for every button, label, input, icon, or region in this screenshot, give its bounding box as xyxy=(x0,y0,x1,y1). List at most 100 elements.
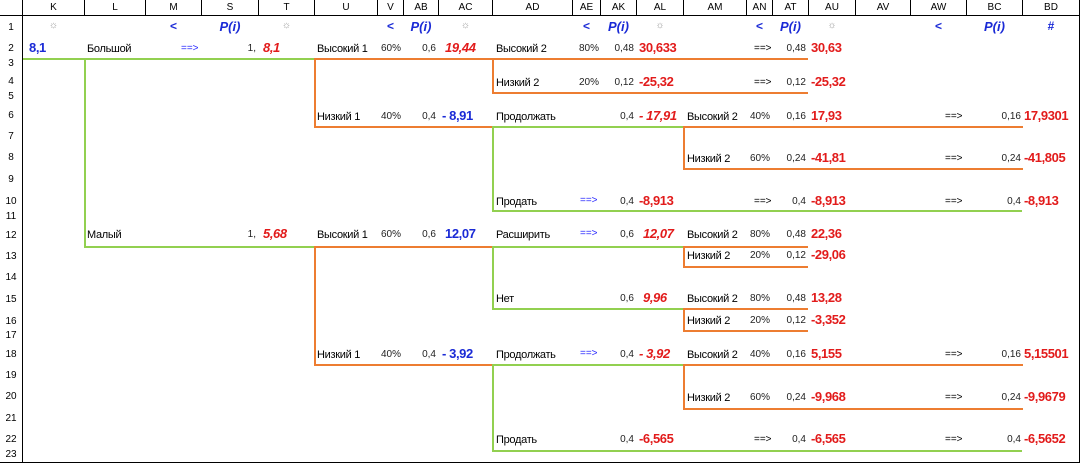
big-continue-value[interactable]: - 17,91 xyxy=(639,108,677,123)
small-low1-pct[interactable]: 40% xyxy=(381,349,402,360)
column-header-ae[interactable]: AE xyxy=(579,2,594,13)
column-header-ac[interactable]: AC xyxy=(458,2,473,13)
row-header-3[interactable]: 3 xyxy=(8,58,14,69)
small-continue-high2-arrow[interactable]: ==> xyxy=(945,349,963,360)
big-sell-arrow3[interactable]: ==> xyxy=(945,196,963,207)
row-header-13[interactable]: 13 xyxy=(5,251,17,262)
small-sell-arrow2[interactable]: ==> xyxy=(754,434,772,445)
small-continue-low2-prob[interactable]: 0,24 xyxy=(786,392,806,403)
small-expand-low2-pct[interactable]: 20% xyxy=(750,250,771,261)
big-continue-high2-label[interactable]: Высокий 2 xyxy=(687,111,738,123)
big-high1-high2-prob2[interactable]: 0,48 xyxy=(786,43,806,54)
big-continue-high2-pct[interactable]: 40% xyxy=(750,111,771,122)
row-header-16[interactable]: 16 xyxy=(5,316,17,327)
big-high1-low2-value[interactable]: -25,32 xyxy=(639,74,674,89)
small-sell-end[interactable]: -6,5652 xyxy=(1024,431,1066,446)
small-no-label[interactable]: Нет xyxy=(496,293,514,305)
column-header-v[interactable]: V xyxy=(387,2,394,13)
row-header-19[interactable]: 19 xyxy=(5,370,17,381)
small-no-low2-value[interactable]: -3,352 xyxy=(811,312,846,327)
column-header-ad[interactable]: AD xyxy=(525,2,540,13)
small-high1-prob[interactable]: 0,6 xyxy=(422,229,436,240)
column-header-ak[interactable]: AK xyxy=(611,2,626,13)
small-continue-value[interactable]: - 3,92 xyxy=(639,346,670,361)
big-continue-high2-value[interactable]: 17,93 xyxy=(811,108,842,123)
big-high1-pct[interactable]: 60% xyxy=(381,43,402,54)
big-high1-prob[interactable]: 0,6 xyxy=(422,43,436,54)
small-no-high2-label[interactable]: Высокий 2 xyxy=(687,293,738,305)
column-header-l[interactable]: L xyxy=(112,2,118,13)
small-value[interactable]: 5,68 xyxy=(263,226,287,241)
small-expand-arrow[interactable]: ==> xyxy=(580,228,598,239)
big-continue-prob[interactable]: 0,4 xyxy=(620,111,634,122)
big-high1-low2-prob2[interactable]: 0,12 xyxy=(786,77,806,88)
small-expand-high2-prob[interactable]: 0,48 xyxy=(786,229,806,240)
small-expand-high2-value[interactable]: 22,36 xyxy=(811,226,842,241)
row-header-20[interactable]: 20 xyxy=(5,391,17,402)
big-high1-high2-pct[interactable]: 80% xyxy=(579,43,600,54)
small-continue-prob[interactable]: 0,4 xyxy=(620,349,634,360)
big-continue-low2-label[interactable]: Низкий 2 xyxy=(687,153,731,165)
big-high1-low2-pct[interactable]: 20% xyxy=(579,77,600,88)
big-sell-prob[interactable]: 0,4 xyxy=(620,196,634,207)
small-no-high2-value[interactable]: 13,28 xyxy=(811,290,842,305)
big-sell-end[interactable]: -8,913 xyxy=(1024,193,1059,208)
small-prob[interactable]: 1, xyxy=(247,229,256,240)
row-header-6[interactable]: 6 xyxy=(8,110,14,121)
big-continue-low2-arrow[interactable]: ==> xyxy=(945,153,963,164)
big-low1-prob[interactable]: 0,4 xyxy=(422,111,436,122)
small-expand-high2-label[interactable]: Высокий 2 xyxy=(687,229,738,241)
big-high1-low2-end[interactable]: -25,32 xyxy=(811,74,846,89)
big-high1-low2-arrow[interactable]: ==> xyxy=(754,77,772,88)
big-low1-value[interactable]: - 8,91 xyxy=(442,108,473,123)
small-expand-label[interactable]: Расширить xyxy=(496,229,550,241)
column-header-u[interactable]: U xyxy=(342,2,350,13)
row-header-14[interactable]: 14 xyxy=(5,272,17,283)
column-header-am[interactable]: AM xyxy=(707,2,723,13)
small-no-prob[interactable]: 0,6 xyxy=(620,293,634,304)
big-low1-pct[interactable]: 40% xyxy=(381,111,402,122)
big-label[interactable]: Большой xyxy=(87,43,132,55)
column-header-au[interactable]: AU xyxy=(825,2,839,13)
small-sell-arrow3[interactable]: ==> xyxy=(945,434,963,445)
row-header-21[interactable]: 21 xyxy=(5,413,17,424)
small-continue-arrow[interactable]: ==> xyxy=(580,348,598,359)
row-header-2[interactable]: 2 xyxy=(8,43,14,54)
small-continue-high2-prob[interactable]: 0,16 xyxy=(786,349,806,360)
small-label[interactable]: Малый xyxy=(87,229,122,241)
small-continue-low2-arrow[interactable]: ==> xyxy=(945,392,963,403)
small-low1-label[interactable]: Низкий 1 xyxy=(317,349,361,361)
small-no-value[interactable]: 9,96 xyxy=(643,290,667,305)
big-continue-high2-prob2[interactable]: 0,16 xyxy=(1001,111,1021,122)
small-high1-pct[interactable]: 60% xyxy=(381,229,402,240)
small-sell-prob[interactable]: 0,4 xyxy=(620,434,634,445)
big-continue-low2-pct[interactable]: 60% xyxy=(750,153,771,164)
small-continue-low2-label[interactable]: Низкий 2 xyxy=(687,392,731,404)
big-arrow[interactable]: ==> xyxy=(181,43,199,54)
small-no-low2-prob[interactable]: 0,12 xyxy=(786,315,806,326)
small-expand-value[interactable]: 12,07 xyxy=(643,226,674,241)
row-header-23[interactable]: 23 xyxy=(5,449,17,460)
big-high1-high2-prob[interactable]: 0,48 xyxy=(614,43,634,54)
small-sell-value2[interactable]: -6,565 xyxy=(811,431,846,446)
column-header-s[interactable]: S xyxy=(226,2,234,13)
big-continue-low2-prob2[interactable]: 0,24 xyxy=(1001,153,1021,164)
big-value[interactable]: 8,1 xyxy=(263,40,280,55)
column-header-aw[interactable]: AW xyxy=(930,2,947,13)
big-high1-value[interactable]: 19,44 xyxy=(445,40,476,55)
row-header-10[interactable]: 10 xyxy=(5,196,17,207)
row-header-7[interactable]: 7 xyxy=(8,131,14,142)
small-expand-low2-value[interactable]: -29,06 xyxy=(811,247,846,262)
small-continue-low2-prob2[interactable]: 0,24 xyxy=(1001,392,1021,403)
big-high1-high2-value[interactable]: 30,633 xyxy=(639,40,677,55)
big-high1-high2-end[interactable]: 30,63 xyxy=(811,40,842,55)
big-sell-arrow[interactable]: ==> xyxy=(580,195,598,206)
small-expand-prob[interactable]: 0,6 xyxy=(620,229,634,240)
big-sell-value[interactable]: -8,913 xyxy=(639,193,674,208)
row-header-15[interactable]: 15 xyxy=(5,294,17,305)
column-header-al[interactable]: AL xyxy=(653,2,667,13)
small-low1-prob[interactable]: 0,4 xyxy=(422,349,436,360)
small-continue-high2-end[interactable]: 5,15501 xyxy=(1024,346,1069,361)
small-expand-low2-label[interactable]: Низкий 2 xyxy=(687,250,731,262)
